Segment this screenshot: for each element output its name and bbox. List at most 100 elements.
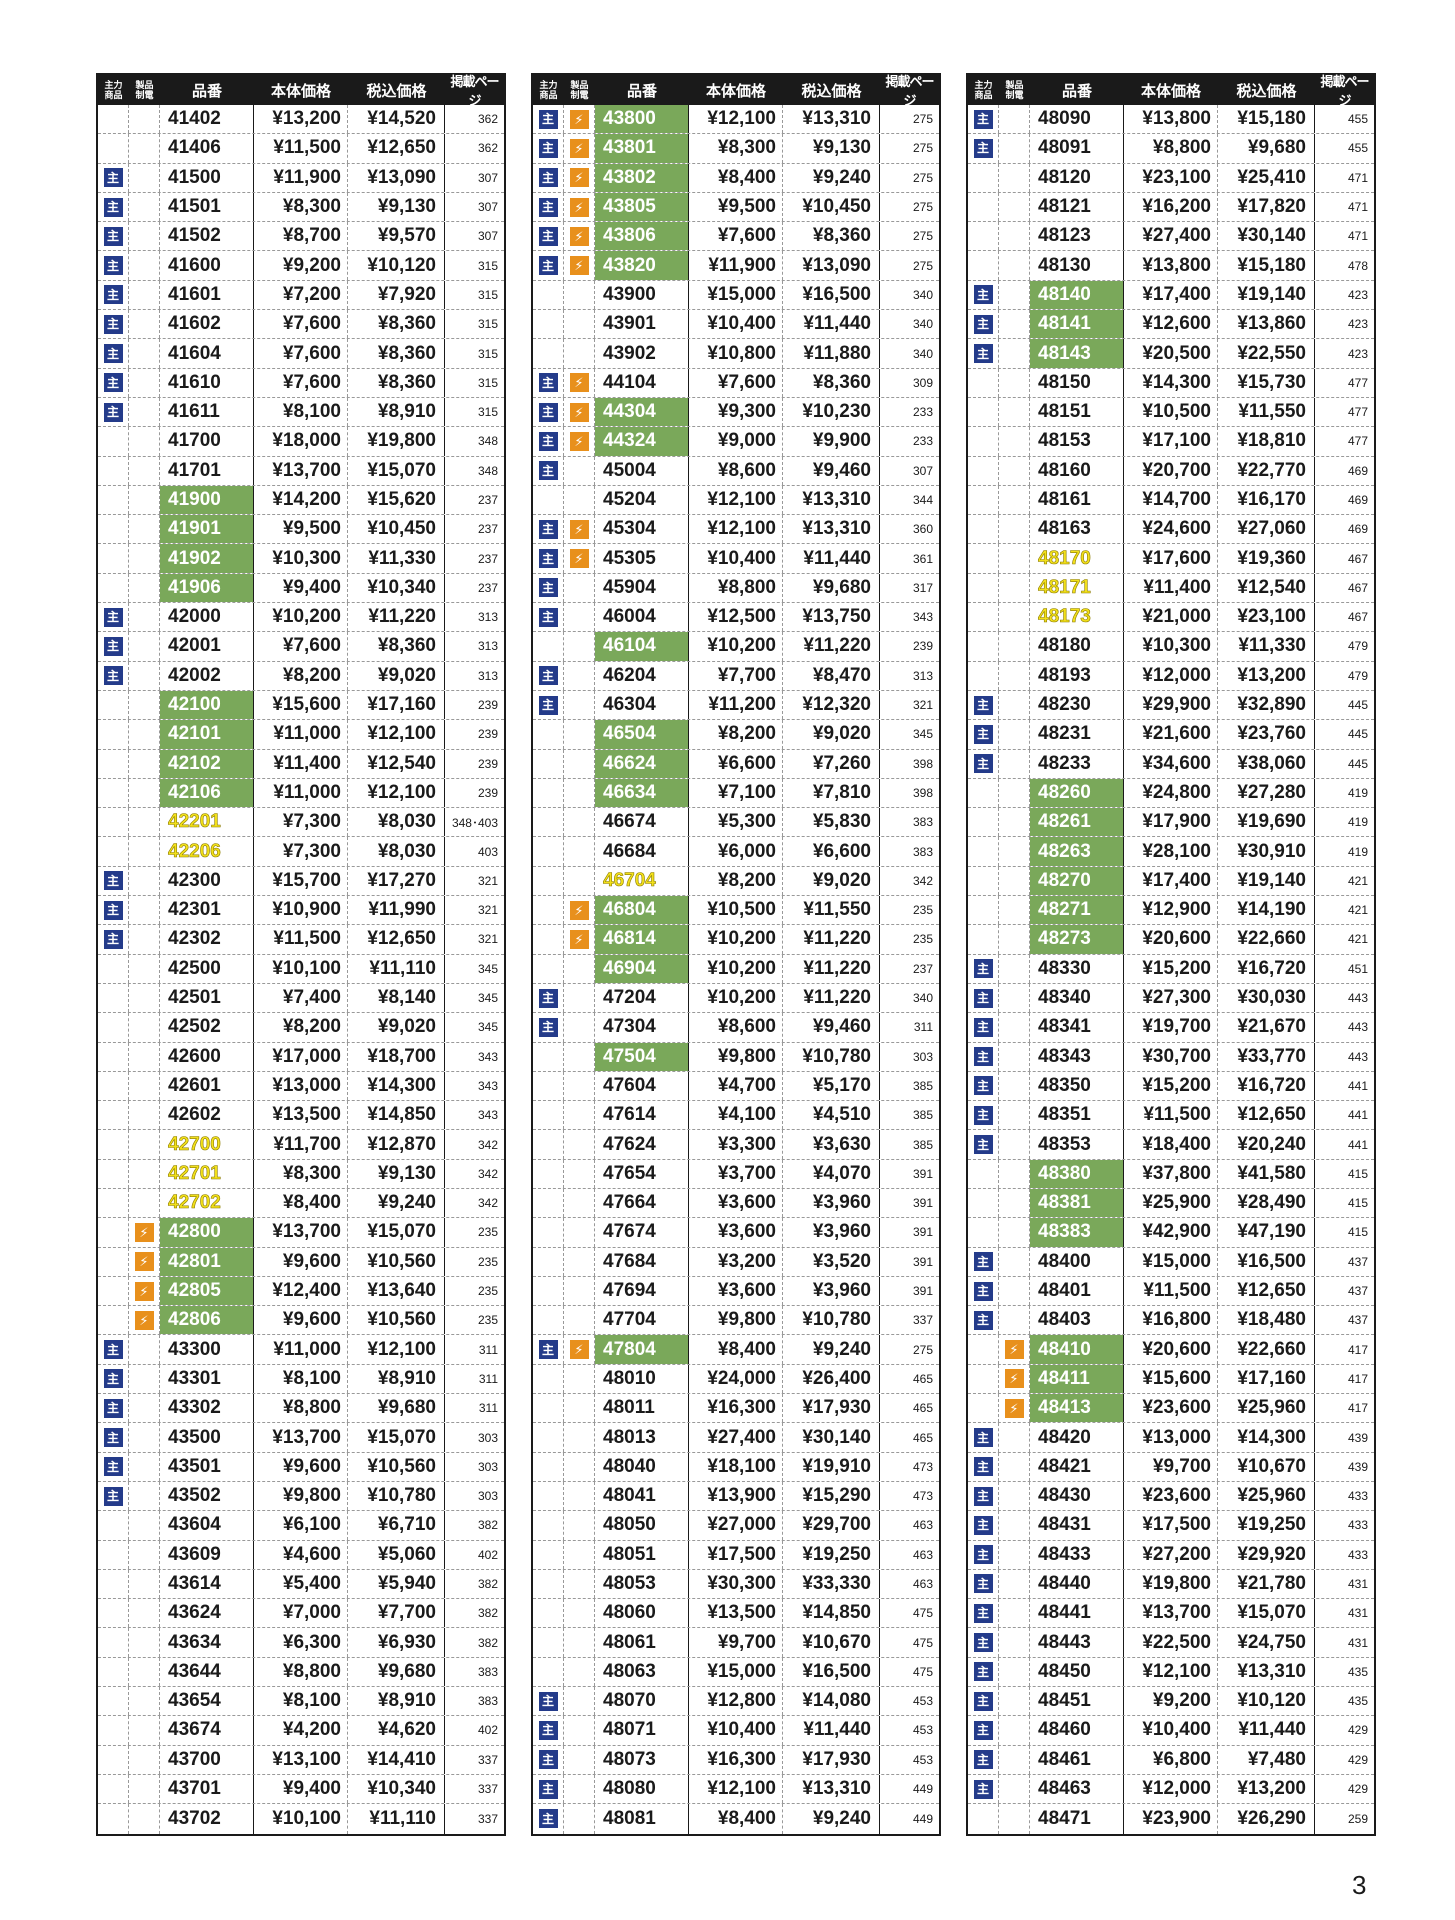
catalog-page: 463 (912, 1576, 933, 1591)
base-price: ¥17,600 (1124, 544, 1218, 573)
main-product-cell: 主 (98, 310, 129, 339)
main-product-cell (98, 1511, 129, 1540)
part-number: 43806 (595, 222, 689, 251)
main-product-badge: 主 (103, 256, 123, 276)
catalog-page: 321 (477, 932, 498, 947)
static-control-cell (999, 1423, 1030, 1452)
part-number: 48013 (595, 1423, 689, 1452)
main-product-badge: 主 (973, 1633, 993, 1653)
static-control-cell (999, 105, 1030, 134)
main-product-cell: 主 (98, 1452, 129, 1481)
static-control-cell (999, 720, 1030, 749)
catalog-page: 453 (912, 1694, 933, 1709)
tax-price: ¥14,190 (1218, 896, 1315, 925)
tax-price: ¥10,230 (783, 397, 880, 427)
tax-price: ¥10,560 (348, 1452, 445, 1481)
static-control-cell (564, 808, 595, 837)
catalog-page: 237 (477, 551, 498, 566)
catalog-page: 391 (912, 1284, 933, 1299)
base-price: ¥13,000 (1124, 1423, 1218, 1452)
part-number: 45204 (595, 485, 689, 515)
static-control-cell: ⚡ (564, 134, 595, 163)
table-row: 48061 ¥9,700 ¥10,670 475 (533, 1628, 939, 1658)
catalog-page: 309 (912, 375, 933, 390)
catalog-page: 431 (1347, 1576, 1368, 1591)
tax-price: ¥11,440 (783, 544, 880, 573)
part-number: 47704 (595, 1306, 689, 1335)
main-product-cell: 主 (533, 456, 564, 485)
base-price: ¥27,400 (1124, 222, 1218, 251)
table-row: 48263 ¥28,100 ¥30,910 419 (968, 837, 1374, 867)
tax-price: ¥38,060 (1218, 749, 1315, 778)
main-product-cell: 主 (968, 1130, 999, 1159)
tax-price: ¥10,780 (783, 1306, 880, 1335)
static-control-cell (129, 1599, 160, 1628)
static-control-cell (564, 1511, 595, 1540)
main-product-cell: 主 (98, 163, 129, 192)
base-price: ¥9,800 (689, 1042, 783, 1071)
catalog-page: 391 (912, 1196, 933, 1211)
tax-price: ¥11,330 (1218, 632, 1315, 661)
main-product-cell: 主 (968, 280, 999, 310)
catalog-page: 348 (477, 434, 498, 449)
main-product-cell: 主 (533, 105, 564, 134)
base-price: ¥17,400 (1124, 280, 1218, 310)
static-control-cell (564, 1013, 595, 1042)
catalog-page: 385 (912, 1137, 933, 1152)
static-control-cell (999, 1276, 1030, 1306)
main-product-cell: 主 (968, 1716, 999, 1745)
part-number: 48150 (1030, 368, 1124, 397)
main-product-cell (533, 837, 564, 866)
table-row: 47664 ¥3,600 ¥3,960 391 (533, 1188, 939, 1219)
main-product-badge: 主 (103, 314, 123, 334)
main-product-cell (98, 544, 129, 573)
main-product-cell (533, 632, 564, 661)
header-static-control: 製品 制電 (564, 80, 595, 100)
main-product-cell: 主 (968, 1042, 999, 1071)
tax-price: ¥12,650 (348, 134, 445, 163)
base-price: ¥11,000 (254, 720, 348, 749)
tax-price: ¥19,800 (348, 427, 445, 456)
tax-price: ¥28,490 (1218, 1188, 1315, 1218)
static-control-cell (129, 1569, 160, 1599)
base-price: ¥8,200 (254, 1013, 348, 1042)
main-product-cell (968, 368, 999, 397)
main-product-cell (968, 515, 999, 544)
base-price: ¥10,200 (689, 632, 783, 661)
base-price: ¥12,600 (1124, 310, 1218, 339)
static-control-cell (129, 105, 160, 134)
main-product-cell: 主 (533, 368, 564, 397)
header-part-number: 品番 (191, 82, 222, 100)
base-price: ¥24,600 (1124, 515, 1218, 544)
static-control-cell (564, 1218, 595, 1247)
static-control-cell (999, 456, 1030, 485)
part-number: 48070 (595, 1687, 689, 1716)
main-product-cell (968, 1394, 999, 1423)
main-product-cell (98, 720, 129, 749)
tax-price: ¥9,020 (783, 720, 880, 749)
main-product-cell (533, 1188, 564, 1218)
base-price: ¥14,700 (1124, 485, 1218, 515)
base-price: ¥3,700 (689, 1159, 783, 1188)
part-number: 48080 (595, 1774, 689, 1804)
catalog-page: 340 (912, 991, 933, 1006)
base-price: ¥11,200 (689, 690, 783, 720)
static-control-cell (999, 1218, 1030, 1247)
main-product-cell (968, 1364, 999, 1394)
table-row: 43624 ¥7,000 ¥7,700 382 (98, 1599, 504, 1629)
static-control-cell (564, 778, 595, 808)
part-number: 41902 (160, 544, 254, 573)
main-product-cell: 主 (968, 105, 999, 134)
tax-price: ¥16,500 (1218, 1247, 1315, 1276)
table-row: 46704 ¥8,200 ¥9,020 342 (533, 866, 939, 897)
main-product-cell: 主 (533, 544, 564, 573)
tax-price: ¥23,100 (1218, 603, 1315, 632)
tax-price: ¥8,360 (348, 368, 445, 397)
base-price: ¥12,000 (1124, 1774, 1218, 1804)
main-product-badge: 主 (538, 1017, 558, 1037)
part-number: 48403 (1030, 1306, 1124, 1335)
lightning-icon: ⚡ (569, 519, 589, 539)
table-row: 主 ⚡ 45304 ¥12,100 ¥13,310 360 (533, 515, 939, 545)
table-row: 41901 ¥9,500 ¥10,450 237 (98, 515, 504, 545)
static-control-cell (129, 1364, 160, 1394)
